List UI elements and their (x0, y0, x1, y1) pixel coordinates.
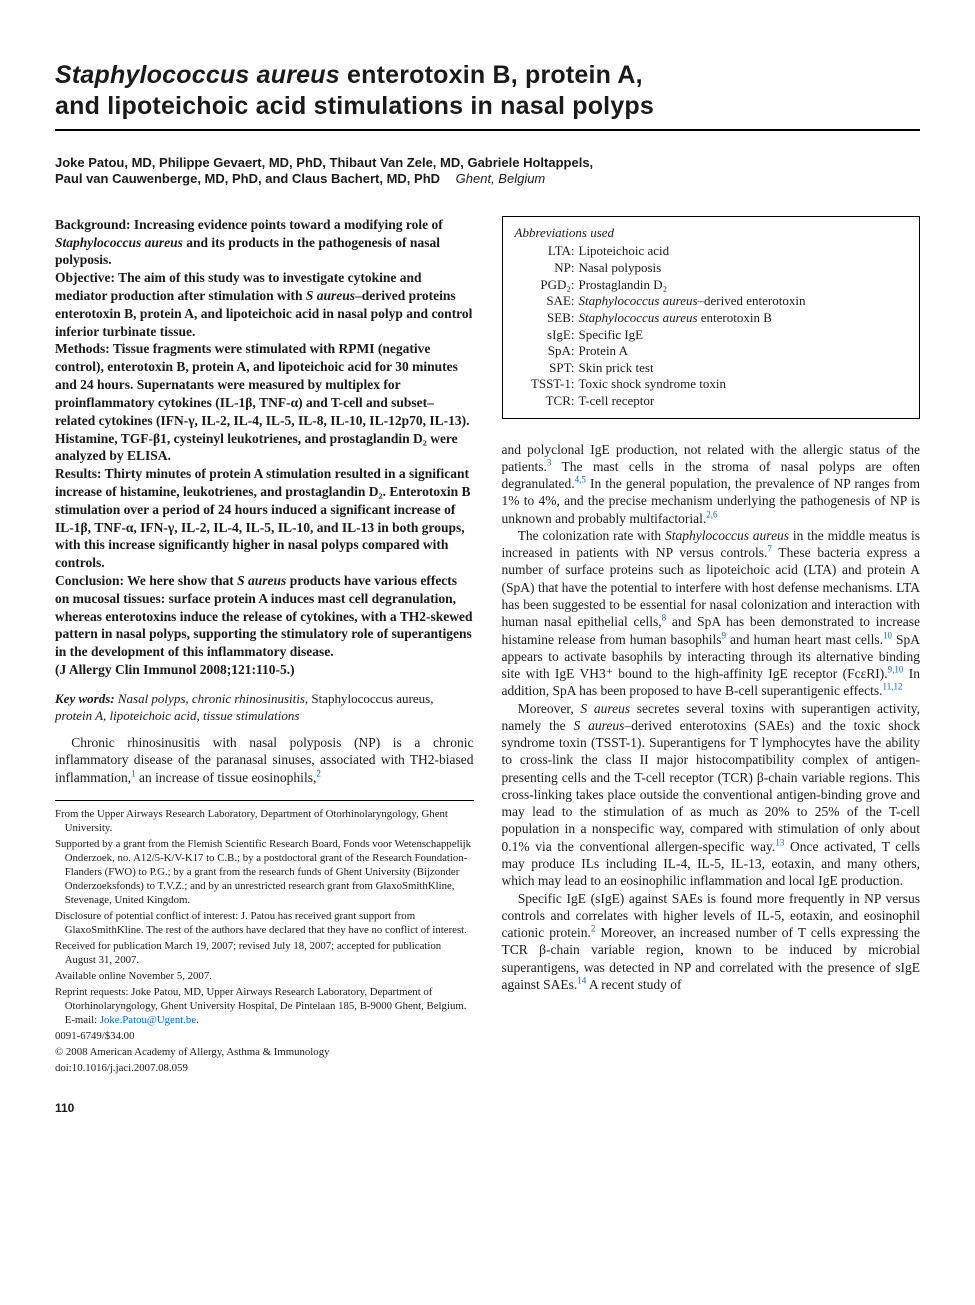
abbrev-val: Prostaglandin D₂ (579, 277, 908, 294)
authors-line1: Joke Patou, MD, Philippe Gevaert, MD, Ph… (55, 155, 593, 170)
abstract-methods: Methods: Tissue fragments were stimulate… (55, 341, 469, 463)
two-column-layout: Background: Increasing evidence points t… (55, 216, 920, 1117)
abstract-citation: (J Allergy Clin Immunol 2008;121:110-5.) (55, 662, 295, 677)
abbrev-val: Protein A (579, 343, 908, 360)
abbreviations-box: Abbreviations used LTA:Lipoteichoic acid… (502, 216, 921, 419)
author-location: Ghent, Belgium (456, 171, 546, 186)
abbrev-val: Staphylococcus aureus enterotoxin B (579, 310, 908, 327)
title-block: Staphylococcus aureus enterotoxin B, pro… (55, 60, 920, 131)
citation-ref-4-5[interactable]: 4,5 (575, 475, 586, 485)
abbrev-val: Specific IgE (579, 327, 908, 344)
citation-ref-13[interactable]: 13 (775, 837, 784, 847)
abstract-results: Results: Thirty minutes of protein A sti… (55, 466, 470, 570)
footnote-reprint: Reprint requests: Joke Patou, MD, Upper … (55, 985, 474, 1027)
footnote-copyright: © 2008 American Academy of Allergy, Asth… (55, 1045, 474, 1059)
footnote-from: From the Upper Airways Research Laborato… (55, 807, 474, 835)
abstract-conclusion-a: Conclusion: We here show that (55, 573, 237, 588)
author-block: Joke Patou, MD, Philippe Gevaert, MD, Ph… (55, 155, 920, 188)
abbrev-row: PGD₂:Prostaglandin D₂ (515, 277, 908, 294)
abbrev-key: SAE: (515, 293, 579, 310)
body-p4c: A recent study of (586, 977, 681, 992)
abbrev-row: SPT:Skin prick test (515, 360, 908, 377)
footnote-issn: 0091-6749/$34.00 (55, 1029, 474, 1043)
page-number: 110 (55, 1101, 474, 1116)
abstract-background-ital: Staphylococcus aureus (55, 235, 183, 250)
abbrev-val: Skin prick test (579, 360, 908, 377)
keywords-lead: Key words: (55, 691, 115, 706)
footnote-received: Received for publication March 19, 2007;… (55, 939, 474, 967)
left-column: Background: Increasing evidence points t… (55, 216, 474, 1117)
citation-ref-14[interactable]: 14 (577, 975, 586, 985)
body-p3-ital1: S aureus (580, 701, 630, 716)
abbrev-row: SEB:Staphylococcus aureus enterotoxin B (515, 310, 908, 327)
abbrev-key: NP: (515, 260, 579, 277)
footnote-email-link[interactable]: Joke.Patou@Ugent.be (100, 1014, 196, 1026)
abstract-conclusion-ital: S aureus (237, 573, 286, 588)
title-line1-rest: enterotoxin B, protein A, (340, 61, 643, 89)
keywords-text1: Nasal polyps, chronic rhinosinusitis, (115, 691, 312, 706)
abbrev-key: LTA: (515, 243, 579, 260)
footnote-doi: doi:10.1016/j.jaci.2007.08.059 (55, 1061, 474, 1075)
abbrev-val: Toxic shock syndrome toxin (579, 376, 908, 393)
abbrev-row: sIgE:Specific IgE (515, 327, 908, 344)
citation-ref-9-10[interactable]: 9,10 (888, 665, 904, 675)
abbrev-row: SpA:Protein A (515, 343, 908, 360)
body-p4: Specific IgE (sIgE) against SAEs is foun… (502, 890, 921, 994)
body-p3: Moreover, S aureus secretes several toxi… (502, 700, 921, 890)
body-p1: and polyclonal IgE production, not relat… (502, 441, 921, 527)
title-italic-species: Staphylococcus aureus (55, 61, 340, 89)
abbrev-key: SpA: (515, 343, 579, 360)
abstract-objective-ital: S aureus (306, 288, 355, 303)
abbreviations-title: Abbreviations used (515, 225, 908, 242)
keywords-species: Staphylococcus aureus (311, 691, 430, 706)
authors-line2: Paul van Cauwenberge, MD, PhD, and Claus… (55, 171, 440, 186)
article-title: Staphylococcus aureus enterotoxin B, pro… (55, 60, 920, 123)
title-line2: and lipoteichoic acid stimulations in na… (55, 92, 654, 120)
abbrev-key: sIgE: (515, 327, 579, 344)
abbrev-key: TCR: (515, 393, 579, 410)
abbrev-val: Lipoteichoic acid (579, 243, 908, 260)
citation-ref-10[interactable]: 10 (883, 630, 892, 640)
footnote-reprint-end: . (196, 1014, 199, 1026)
footnote-supported: Supported by a grant from the Flemish Sc… (55, 837, 474, 907)
right-column: Abbreviations used LTA:Lipoteichoic acid… (502, 216, 921, 1117)
abbrev-key: SEB: (515, 310, 579, 327)
abbrev-row: TCR:T-cell receptor (515, 393, 908, 410)
intro-p1b: an increase of tissue eosinophils, (136, 770, 317, 785)
footnote-available: Available online November 5, 2007. (55, 969, 474, 983)
abbrev-row: SAE:Staphylococcus aureus–derived entero… (515, 293, 908, 310)
citation-ref-2[interactable]: 2 (316, 768, 321, 778)
body-p3a: Moreover, (518, 701, 581, 716)
body-text-left: Chronic rhinosinusitis with nasal polypo… (55, 734, 474, 786)
abstract-background-a: Background: Increasing evidence points t… (55, 217, 443, 232)
intro-paragraph: Chronic rhinosinusitis with nasal polypo… (55, 734, 474, 786)
abbrev-row: NP:Nasal polyposis (515, 260, 908, 277)
body-p3-ital2: S aureus (574, 718, 625, 733)
abstract: Background: Increasing evidence points t… (55, 216, 474, 679)
footnotes: From the Upper Airways Research Laborato… (55, 800, 474, 1076)
body-p2a: The colonization rate with (518, 528, 665, 543)
abbrev-key: TSST-1: (515, 376, 579, 393)
abbrev-key: PGD₂: (515, 277, 579, 294)
abbrev-val: Staphylococcus aureus–derived enterotoxi… (579, 293, 908, 310)
citation-ref-2-6[interactable]: 2,6 (706, 509, 717, 519)
body-p2-ital1: Staphylococcus aureus (665, 528, 789, 543)
body-p2: The colonization rate with Staphylococcu… (502, 527, 921, 700)
abbrev-key: SPT: (515, 360, 579, 377)
abbrev-row: TSST-1:Toxic shock syndrome toxin (515, 376, 908, 393)
citation-ref-11-12[interactable]: 11,12 (883, 682, 903, 692)
abbrev-val: T-cell receptor (579, 393, 908, 410)
abbrev-row: LTA:Lipoteichoic acid (515, 243, 908, 260)
footnote-disclosure: Disclosure of potential conflict of inte… (55, 909, 474, 937)
abbrev-val: Nasal polyposis (579, 260, 908, 277)
body-p3c: –derived enterotoxins (SAEs) and the tox… (502, 718, 921, 854)
body-text-right: and polyclonal IgE production, not relat… (502, 441, 921, 994)
keywords: Key words: Nasal polyps, chronic rhinosi… (55, 691, 474, 724)
body-p2e: and human heart mast cells. (726, 632, 883, 647)
